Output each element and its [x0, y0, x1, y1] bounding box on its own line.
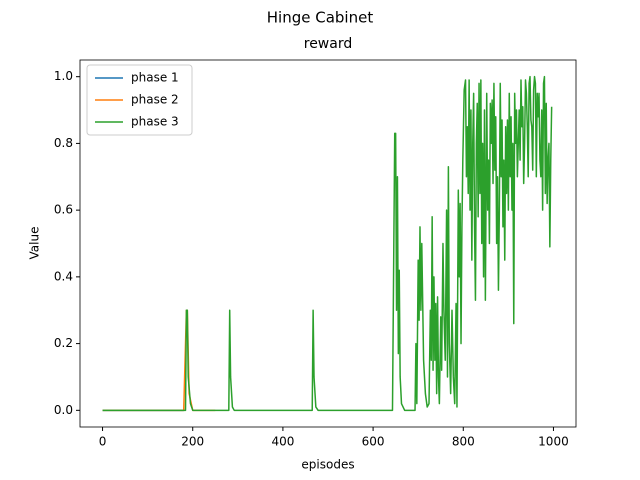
chart-title: reward: [304, 36, 353, 52]
y-axis-label: Value: [28, 227, 42, 260]
y-tick-label: 0.2: [54, 336, 73, 350]
legend-box: [86, 64, 193, 136]
y-tick-label: 0.8: [54, 136, 73, 150]
plot-frame: [79, 59, 577, 428]
series-line: [102, 309, 216, 412]
x-tick-label: 400: [271, 435, 294, 449]
legend-label: phase 2: [131, 93, 179, 107]
x-tick-label: 200: [181, 435, 204, 449]
x-tick-label: 600: [362, 435, 385, 449]
legend-label: phase 1: [131, 71, 179, 85]
y-tick-label: 0.0: [54, 403, 73, 417]
x-tick-label: 0: [99, 435, 107, 449]
series-line: [102, 75, 553, 412]
x-tick-label: 1000: [538, 435, 569, 449]
y-tick-label: 1.0: [54, 69, 73, 83]
x-tick-label: 800: [452, 435, 475, 449]
x-axis-label: episodes: [301, 458, 354, 472]
y-tick-label: 0.6: [54, 203, 73, 217]
legend-label: phase 3: [131, 115, 179, 129]
suptitle: Hinge Cabinet: [267, 9, 374, 27]
y-tick-label: 0.4: [54, 269, 73, 283]
